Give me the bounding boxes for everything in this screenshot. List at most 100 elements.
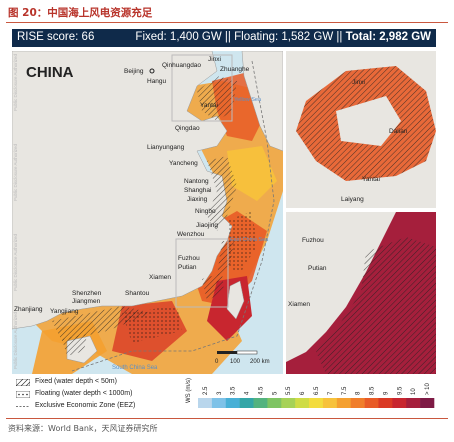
- side-watermark: Public Disclosure Authorized: [13, 143, 18, 201]
- city-label: Shantou: [125, 290, 150, 297]
- city-label: Xiamen: [288, 301, 310, 308]
- wind-speed-colorbar: WS (m/s) 2.5 3 3.5 4 4.5 5 5.5 6 6.5 7 7.5 8 8.5 9 9.5…: [184, 376, 436, 412]
- colorbar-tick-label: 2.5: [203, 386, 209, 395]
- colorbar-cell: [198, 398, 213, 408]
- city-label: Jiangmen: [72, 298, 101, 305]
- source-divider: [6, 418, 448, 419]
- colorbar-cell: [406, 398, 421, 408]
- side-watermark: Public Disclosure Authorized: [13, 233, 18, 291]
- scalebar-label: 100: [230, 359, 241, 365]
- capacity-summary: Fixed: 1,400 GW || Floating: 1,582 GW ||…: [135, 31, 431, 43]
- city-label: Yantai: [200, 102, 218, 109]
- sea-label: East China Sea: [230, 237, 269, 243]
- colorbar-tick-label: > 10: [425, 382, 431, 395]
- colorbar-tick-label: 6.5: [314, 386, 320, 395]
- city-label: Zhuanghe: [220, 66, 250, 73]
- side-watermark: Public Disclosure Authorized: [13, 311, 18, 369]
- inset-map-north-svg: Jinxi Dalian Yantai Laiyang: [286, 51, 436, 208]
- korea-landmass: [241, 51, 283, 152]
- city-label: Fuzhou: [302, 237, 324, 244]
- city-label: Shenzhen: [72, 290, 102, 297]
- colorbar-tick-label: 5: [272, 391, 278, 395]
- colorbar-cell: [350, 398, 365, 408]
- side-watermark: Public Disclosure Authorized: [13, 53, 18, 111]
- main-map-svg: CHINA Jinxi Beijing Qinhuangdao Zhuanghe…: [12, 51, 283, 374]
- inset-frame-south: [175, 238, 229, 308]
- main-map: CHINA Jinxi Beijing Qinhuangdao Zhuanghe…: [12, 51, 283, 374]
- colorbar-cell: [295, 398, 310, 408]
- city-label: Jiaxing: [187, 196, 208, 203]
- total-capacity: Total: 2,982 GW: [345, 31, 431, 43]
- city-label: Xiamen: [149, 274, 171, 281]
- scalebar-label: 0: [215, 359, 219, 365]
- sea-label: South China Sea: [112, 365, 158, 371]
- fixed-zone-fujian: [202, 273, 224, 301]
- colorbar-cell: [225, 398, 240, 408]
- colorbar-tick-label: 8: [356, 391, 362, 395]
- colorbar-cell: [420, 398, 435, 408]
- colorbar-svg: WS (m/s) 2.5 3 3.5 4 4.5 5 5.5 6 6.5 7 7.5 8 8.5 9 9.5…: [186, 378, 435, 408]
- fixed-zone-hainan: [62, 334, 87, 356]
- map-legend: Fixed (water depth < 50m) Floating (wate…: [14, 376, 184, 416]
- colorbar-cell: [322, 398, 338, 408]
- city-label: Wenzhou: [177, 231, 205, 238]
- legend-swatch-dashed-line: [16, 406, 30, 407]
- city-label: Beijing: [124, 68, 144, 75]
- wind-field-yellow-sea: [227, 146, 277, 201]
- header-separator-2: ||: [336, 31, 343, 43]
- colorbar-axis-label: WS (m/s): [186, 378, 192, 403]
- city-label: Jiaojing: [196, 222, 218, 229]
- city-label: Laiyang: [341, 196, 364, 203]
- colorbar-cell: [364, 398, 379, 408]
- scalebar-segment: [236, 350, 258, 355]
- city-label: Fuzhou: [178, 255, 200, 262]
- colorbar-tick-label: 3: [217, 391, 223, 395]
- colorbar-cell: [392, 398, 407, 408]
- colorbar-tick-label: 7.5: [342, 386, 348, 395]
- colorbar-tick-label: 5.5: [286, 386, 292, 395]
- colorbar-cell: [336, 398, 352, 408]
- figure-caption: 图 20：中国海上风电资源充足: [8, 7, 153, 19]
- floating-capacity: Floating: 1,582 GW: [234, 31, 334, 43]
- legend-swatch-hatch: [16, 379, 30, 386]
- city-label: Jinxi: [208, 56, 221, 63]
- colorbar-cell: [253, 398, 268, 408]
- inset-map-south: Fuzhou Putian Xiamen: [286, 212, 436, 374]
- colorbar-cell: [309, 398, 324, 408]
- inset-frame-north: [171, 54, 233, 122]
- colorbar-tick-label: 10: [411, 388, 417, 395]
- colorbar-cell: [267, 398, 282, 408]
- city-label: Yantai: [362, 176, 380, 183]
- colorbar-tick-label: 8.5: [370, 386, 376, 395]
- city-label: Jinxi: [352, 79, 365, 86]
- colorbar-cell: [211, 398, 227, 408]
- floating-zone-east-china-sea: [227, 211, 257, 273]
- colorbar-tick-label: 9.5: [397, 386, 403, 395]
- city-label: Shanghai: [184, 187, 211, 194]
- legend-label: Floating (water depth < 1000m): [35, 390, 133, 397]
- colorbar-tick-label: 4: [245, 391, 251, 395]
- inset-south-land: [286, 212, 396, 362]
- floating-zone-south-china-sea: [122, 306, 182, 343]
- city-label: Dalian: [389, 128, 408, 135]
- eez-boundary: [71, 60, 275, 372]
- colorbar-tick-label: 4.5: [258, 386, 264, 395]
- sea-label: Yellow Sea: [234, 97, 262, 103]
- scalebar-segment: [217, 351, 237, 354]
- legend-label: Fixed (water depth < 50m): [35, 378, 117, 385]
- scalebar-label: 200 km: [250, 359, 270, 365]
- legend-label: Exclusive Economic Zone (EEZ): [35, 402, 136, 409]
- colorbar-tick-label: 7: [328, 391, 334, 395]
- rise-score: RISE score: 66: [17, 31, 95, 43]
- colorbar-cell: [281, 398, 296, 408]
- city-label: Nantong: [184, 178, 209, 185]
- city-label: Zhanjiang: [14, 306, 43, 313]
- colorbar-tick-label: 6: [300, 391, 306, 395]
- colorbar-tick-label: 3.5: [231, 386, 237, 395]
- colorbar-cell: [239, 398, 254, 408]
- country-label: CHINA: [26, 64, 74, 81]
- city-label: Hangu: [147, 78, 167, 85]
- city-label: Ningbo: [195, 208, 216, 215]
- fixed-zone-jiangsu: [207, 156, 237, 231]
- colorbar-tick-label: 9: [383, 391, 389, 395]
